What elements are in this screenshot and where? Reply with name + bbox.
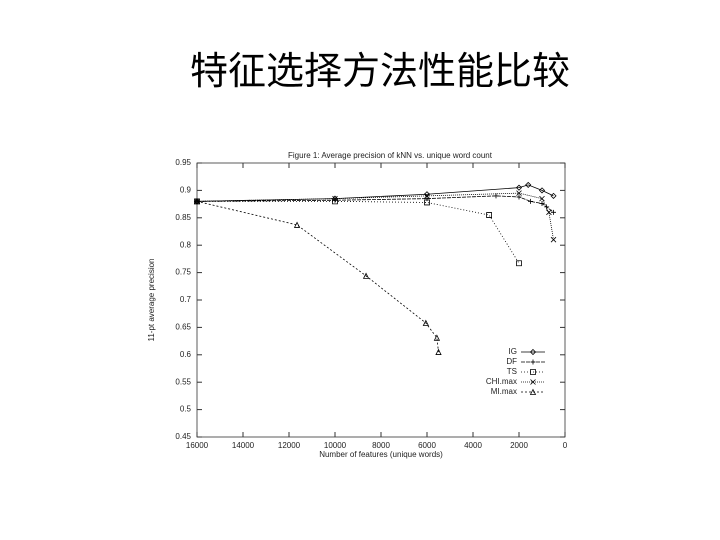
data-point bbox=[435, 348, 442, 355]
data-point bbox=[493, 193, 499, 199]
y-tick-label: 0.6 bbox=[180, 350, 192, 359]
data-point bbox=[539, 195, 545, 202]
data-point bbox=[546, 209, 552, 216]
data-point bbox=[529, 388, 537, 395]
legend-label: IG bbox=[509, 347, 517, 356]
legend-label: MI.max bbox=[491, 387, 517, 396]
data-point bbox=[293, 221, 301, 228]
data-point bbox=[516, 260, 522, 267]
data-point bbox=[551, 209, 556, 215]
y-tick-label: 0.55 bbox=[175, 377, 191, 386]
x-tick-label: 10000 bbox=[324, 441, 347, 450]
chart-title: Figure 1: Average precision of kNN vs. u… bbox=[288, 151, 493, 160]
data-point bbox=[550, 236, 557, 243]
x-axis-label: Number of features (unique words) bbox=[319, 450, 443, 459]
y-tick-label: 0.7 bbox=[180, 295, 192, 304]
data-point bbox=[516, 194, 522, 200]
y-tick-label: 0.8 bbox=[180, 240, 192, 249]
x-tick-label: 0 bbox=[563, 441, 568, 450]
y-tick-label: 0.85 bbox=[175, 213, 191, 222]
data-point bbox=[424, 196, 430, 202]
legend-label: TS bbox=[507, 367, 517, 376]
x-tick-label: 12000 bbox=[278, 441, 301, 450]
data-point bbox=[550, 192, 557, 199]
data-point bbox=[424, 193, 430, 199]
x-tick-label: 16000 bbox=[186, 441, 209, 450]
data-point bbox=[530, 369, 536, 375]
data-point bbox=[515, 184, 523, 191]
data-point bbox=[538, 187, 546, 194]
data-point bbox=[362, 272, 370, 279]
data-point bbox=[528, 198, 533, 204]
series-line bbox=[196, 200, 439, 353]
slide-title: 特征选择方法性能比较 bbox=[189, 51, 570, 93]
y-tick-label: 0.5 bbox=[180, 405, 192, 414]
data-point bbox=[529, 348, 537, 356]
y-axis-label: 11-pt average precision bbox=[147, 258, 156, 341]
data-point bbox=[530, 359, 536, 365]
data-point bbox=[433, 334, 441, 341]
data-point bbox=[486, 212, 492, 218]
x-tick-label: 4000 bbox=[464, 441, 482, 450]
x-tick-label: 14000 bbox=[232, 441, 255, 450]
data-point bbox=[422, 319, 429, 326]
y-tick-label: 0.75 bbox=[175, 268, 191, 277]
data-point bbox=[525, 181, 532, 188]
data-point bbox=[516, 190, 522, 196]
data-point bbox=[530, 379, 536, 385]
data-point bbox=[193, 197, 201, 205]
series-line bbox=[197, 200, 520, 264]
legend-label: CHI.max bbox=[486, 377, 517, 386]
data-point bbox=[424, 199, 430, 206]
data-point bbox=[332, 195, 338, 202]
x-tick-label: 6000 bbox=[418, 441, 436, 450]
y-tick-label: 0.95 bbox=[175, 158, 191, 167]
y-tick-label: 0.65 bbox=[175, 323, 191, 332]
series-line bbox=[196, 184, 554, 202]
data-point bbox=[539, 201, 545, 207]
y-tick-label: 0.9 bbox=[180, 186, 192, 195]
x-tick-label: 2000 bbox=[510, 441, 528, 450]
legend-label: DF bbox=[506, 357, 517, 366]
x-tick-label: 8000 bbox=[372, 441, 390, 450]
y-tick-label: 0.45 bbox=[175, 432, 191, 441]
series-line bbox=[196, 195, 554, 213]
